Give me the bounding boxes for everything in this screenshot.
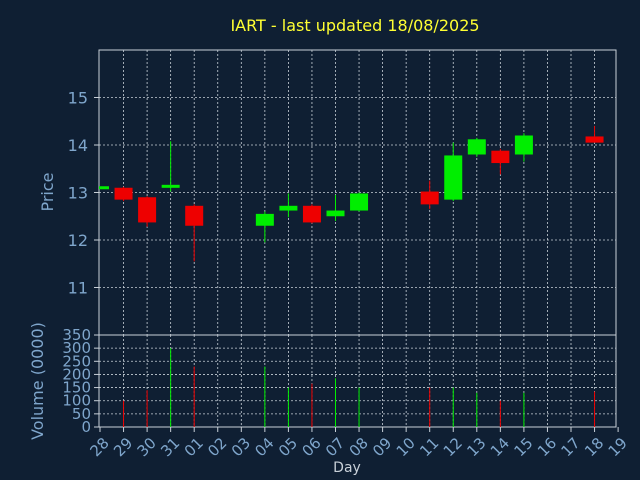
x-tick-label: 06 — [298, 434, 324, 460]
volume-tick-label: 300 — [62, 339, 91, 357]
price-tick-label: 14 — [68, 136, 88, 155]
candle-body — [467, 139, 486, 155]
volume-tick-label: 50 — [72, 405, 91, 423]
candles — [99, 126, 604, 262]
x-tick-label: 17 — [558, 434, 584, 460]
candle-body — [585, 136, 604, 143]
x-tick-label: 29 — [110, 434, 136, 460]
chart-title: IART - last updated 18/08/2025 — [230, 16, 479, 35]
price-tick-label: 11 — [68, 279, 88, 298]
x-tick-label: 28 — [87, 434, 113, 460]
candle-body — [514, 135, 533, 155]
x-tick-label: 10 — [393, 434, 419, 460]
x-tick-label: 18 — [581, 434, 607, 460]
price-grid — [99, 50, 616, 335]
x-axis-label: Day — [333, 460, 361, 476]
candle-body — [99, 186, 109, 190]
x-tick-label: 30 — [134, 434, 160, 460]
x-tick-label: 03 — [228, 434, 254, 460]
volume-tick-label: 200 — [62, 365, 91, 383]
price-tick-label: 12 — [68, 231, 88, 250]
candle-body — [420, 191, 439, 205]
candle-body — [255, 213, 274, 226]
x-tick-label: 07 — [322, 434, 348, 460]
x-tick-label: 01 — [181, 434, 207, 460]
volume-tick-label: 150 — [62, 379, 91, 397]
x-tick-label: 12 — [440, 434, 466, 460]
x-tick-label: 15 — [510, 434, 536, 460]
candle-body — [444, 155, 463, 200]
candle-body — [302, 205, 321, 223]
price-tick-label: 15 — [68, 89, 88, 108]
volume-grid — [99, 334, 616, 428]
volume-tick-label: 100 — [62, 392, 91, 410]
x-tick-label: 13 — [463, 434, 489, 460]
x-tick-label: 09 — [369, 434, 395, 460]
x-tick-label: 19 — [605, 434, 631, 460]
x-tick-label: 14 — [487, 434, 513, 460]
x-tick-label: 31 — [157, 434, 183, 460]
price-tick-label: 13 — [68, 184, 88, 203]
volume-tick-label: 0 — [81, 418, 91, 436]
volume-tick-label: 350 — [62, 326, 91, 344]
candle-body — [185, 205, 204, 226]
x-tick-label: 08 — [346, 434, 372, 460]
volume-bars — [123, 348, 596, 427]
candle-body — [138, 197, 157, 223]
x-tick-label: 04 — [251, 434, 277, 460]
price-axis: 11 12 13 14 15 — [68, 89, 99, 298]
volume-tick-label: 250 — [62, 352, 91, 370]
candle-body — [491, 150, 510, 164]
y-axis-label: Price — [38, 172, 57, 211]
candle-body — [326, 210, 345, 217]
x-axis: 2829303101020304050607080910111213141516… — [87, 427, 631, 460]
candle-body — [114, 187, 133, 200]
candle-body — [350, 193, 369, 211]
volume-panel-frame — [98, 334, 617, 428]
x-tick-label: 16 — [534, 434, 560, 460]
x-tick-label: 02 — [204, 434, 230, 460]
x-tick-label: 11 — [416, 434, 442, 460]
volume-axis-label: Volume (0000) — [28, 322, 47, 440]
x-tick-label: 05 — [275, 434, 301, 460]
candle-body — [279, 205, 298, 211]
candle-body — [161, 184, 180, 188]
